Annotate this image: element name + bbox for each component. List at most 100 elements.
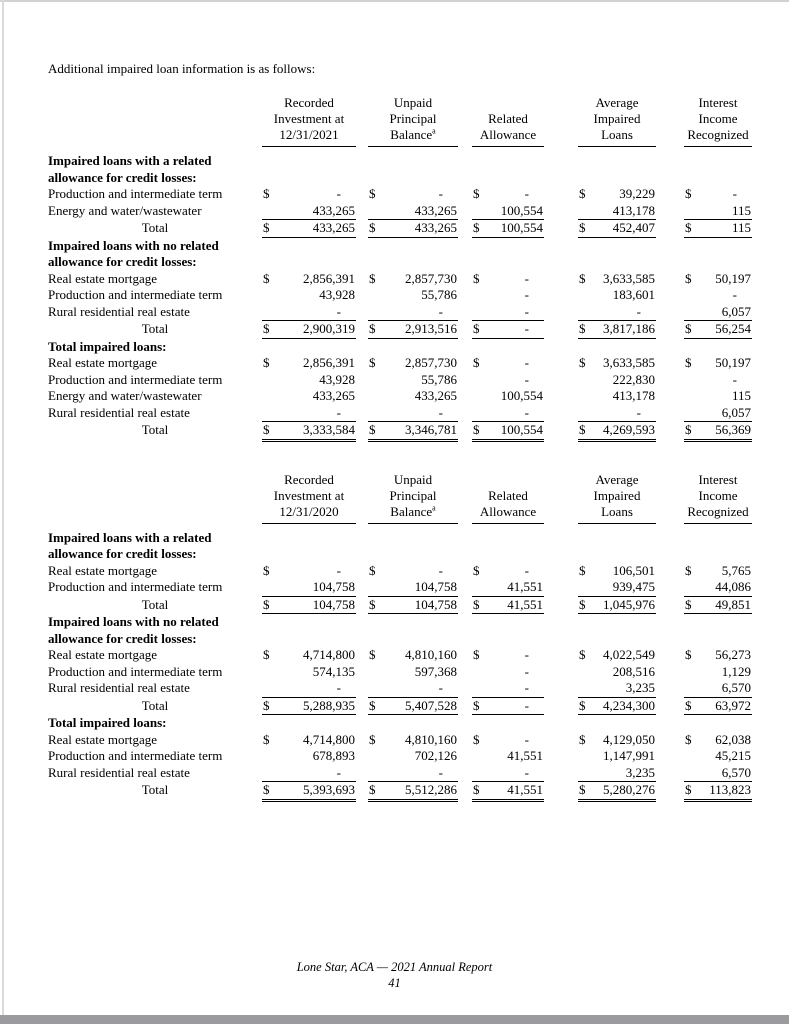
dollar-sign: $ [473,697,480,713]
column-header-line: Recorded [284,471,334,487]
amount-cell: 3,235 [578,680,656,698]
column-header-line: Balancea [390,503,436,519]
table-row: Production and intermediate term 678,893 7… [48,748,754,765]
amount-cell: $433,265 [262,220,356,238]
amount-cell: - [262,765,356,782]
column-header-line: Loans [601,127,633,142]
dollar-sign: $ [473,220,480,235]
amount-value: - [524,663,529,679]
column-header-line: Average [595,95,639,110]
amount-value: 6,057 [721,404,751,420]
intro-paragraph: Additional impaired loan information is … [48,61,316,76]
amount-value: 1,129 [721,663,751,679]
dollar-sign: $ [263,321,270,336]
amount-cell: 100,554 [472,388,544,405]
amount-cell: $ - [472,355,544,372]
amount-value: 100,554 [500,202,543,218]
column-header-line: Impaired [593,111,641,126]
section-heading: allowance for credit losses: [48,169,197,185]
dollar-sign: $ [263,220,270,235]
row-label: Total [141,321,169,336]
dollar-sign: $ [685,562,692,578]
amount-cell: 433,265 [262,203,356,220]
amount-cell: $3,633,585 [578,355,656,372]
dollar-sign: $ [263,782,270,797]
page-edge-top [0,0,789,2]
amount-value: - [524,303,529,319]
dollar-sign: $ [579,186,586,201]
amount-cell: 433,265 [262,388,356,405]
table-header-row: Recorded Investment at 12/31/2020 Unpaid Pri… [48,472,754,524]
amount-cell: - [472,680,544,698]
amount-value: 43,928 [319,287,355,302]
amount-cell: $2,856,391 [262,271,356,288]
amount-cell: 433,265 [368,203,458,220]
amount-cell: - [578,304,656,321]
dollar-sign: $ [369,321,376,336]
amount-cell: $4,810,160 [368,732,458,749]
dollar-sign: $ [685,782,692,797]
amount-value: 45,215 [715,748,751,763]
dollar-sign: $ [579,220,586,235]
row-label: Energy and water/wastewater [48,388,202,403]
amount-value: 3,235 [625,680,655,695]
row-label: Real estate mortgage [48,270,158,286]
column-header: Recorded Investment at 12/31/2021 [262,95,356,147]
dollar-sign: $ [369,562,376,578]
amount-value: - [524,647,529,662]
column-header: Average Impaired Loans [578,472,656,524]
footnote-marker: a [432,126,436,136]
amount-cell: $41,551 [472,597,544,614]
amount-value: - [636,404,641,420]
dollar-sign: $ [685,270,692,286]
amount-cell: - [472,287,544,304]
amount-cell: 208,516 [578,664,656,681]
dollar-sign: $ [685,422,692,437]
amount-value: 56,369 [715,422,751,437]
amount-cell: $4,810,160 [368,647,458,664]
amount-value: 4,714,800 [303,647,355,662]
amount-value: - [438,186,443,201]
dollar-sign: $ [473,562,480,578]
amount-cell: $2,857,730 [368,271,458,288]
dollar-sign: $ [369,647,376,662]
amount-value: 3,346,781 [405,422,457,437]
amount-value: 49,851 [715,596,751,612]
amount-cell: $100,554 [472,220,544,238]
amount-cell: - [472,664,544,681]
total-row: Total $2,900,319 $2,913,516 $ - $3,817,186 $56… [48,321,754,339]
amount-value: 3,817,186 [603,321,655,336]
amount-value: 6,570 [721,764,751,780]
row-label: Production and intermediate term [48,748,223,763]
dollar-sign: $ [579,697,586,713]
amount-value: 4,269,593 [603,422,655,437]
amount-value: 100,554 [500,220,543,235]
amount-cell: $ - [472,697,544,715]
total-row: Total $433,265 $433,265 $100,554 $452,407 $11… [48,220,754,238]
amount-cell: $50,197 [684,271,752,288]
column-header-line: Recognized [687,127,749,142]
column-header-line: Principal [389,111,437,126]
row-label: Rural residential real estate [48,404,190,420]
amount-value: - [524,680,529,695]
section-heading: Impaired loans with no related [48,614,219,629]
amount-value: 4,810,160 [405,647,457,662]
total-row: Total $104,758 $104,758 $41,551 $1,045,976 $4… [48,596,754,614]
table-header-row: Recorded Investment at 12/31/2021 Unpaid Pri… [48,95,754,147]
amount-value: 5,765 [721,562,751,578]
amount-value: 50,197 [715,270,751,286]
amount-value: 3,633,585 [603,355,655,370]
amount-value: 4,022,549 [603,647,655,662]
dollar-sign: $ [263,562,270,578]
amount-cell: 6,570 [684,764,752,782]
amount-cell: 100,554 [472,202,544,220]
amount-value: 50,197 [715,355,751,370]
amount-value: 678,893 [312,748,355,763]
amount-value: - [524,562,529,578]
dollar-sign: $ [263,697,270,713]
amount-cell: 6,057 [684,404,752,422]
dollar-sign: $ [579,782,586,797]
amount-value: - [438,404,443,420]
amount-cell: $ - [368,186,458,203]
dollar-sign: $ [369,355,376,370]
